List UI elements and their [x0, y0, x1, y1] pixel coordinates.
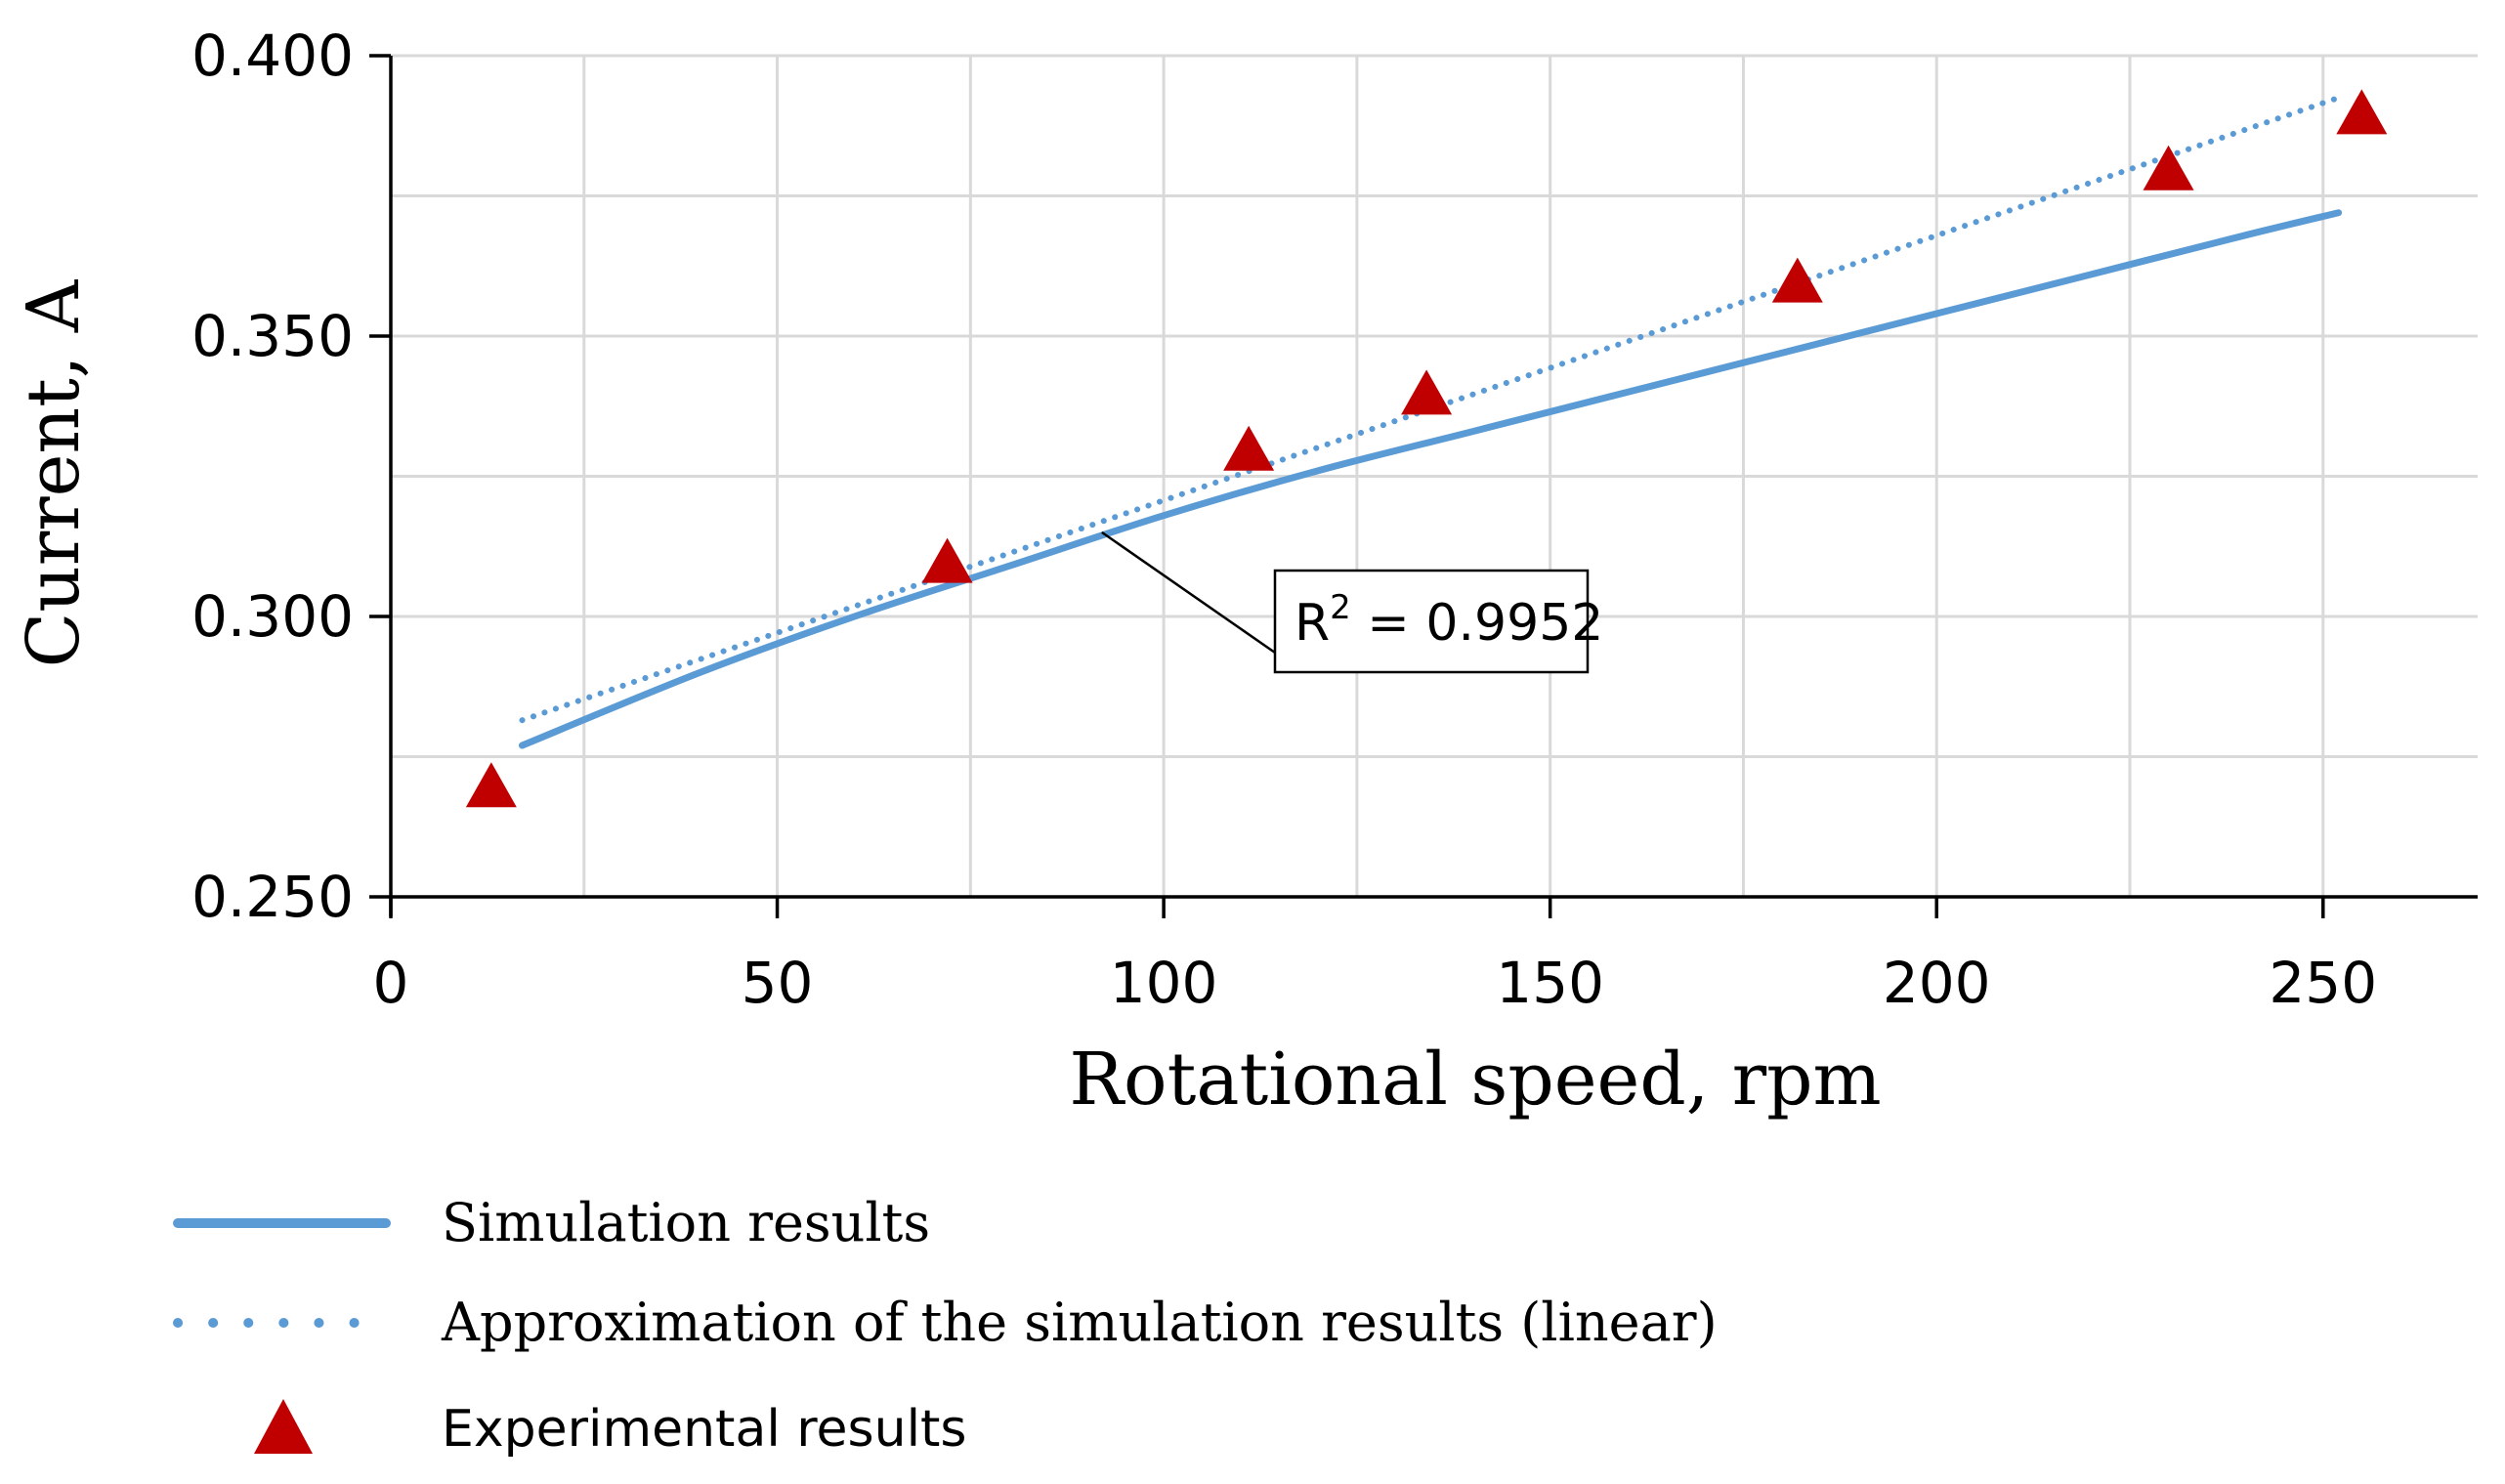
experimental-marker: [2143, 145, 2194, 191]
experimental-marker: [921, 537, 973, 583]
experimental-markers: [465, 89, 2388, 808]
x-tick-label: 150: [1496, 950, 1604, 1016]
legend-label-approximation: Approximation of the simulation results …: [441, 1292, 1718, 1353]
grid: [391, 54, 2478, 897]
experimental-marker: [2336, 89, 2388, 135]
annotation-box: [1273, 569, 1590, 674]
y-tick-labels: 0.250 0.300 0.350 0.400: [191, 22, 354, 930]
y-tick-label: 0.250: [191, 864, 354, 930]
legend: Simulation results Approximation of the …: [173, 1192, 1718, 1459]
r-squared-annotation: R2 = 0.9952: [1101, 530, 1603, 674]
y-tick-label: 0.400: [191, 22, 354, 89]
legend-label-experimental: Experimental results: [442, 1400, 967, 1459]
legend-label-simulation: Simulation results: [442, 1192, 930, 1253]
x-axis-title: Rotational speed, rpm: [1069, 1038, 1881, 1122]
y-tick-label: 0.300: [191, 583, 354, 650]
y-axis-title: Current, A: [12, 278, 96, 667]
axes: [369, 54, 2478, 918]
x-tick-label: 100: [1110, 950, 1218, 1016]
x-tick-label: 250: [2269, 950, 2377, 1016]
annotation-leader-line: [1101, 530, 1276, 655]
x-tick-label: 50: [742, 950, 814, 1016]
simulation-line: [518, 209, 2343, 749]
legend-marker-experimental: [254, 1399, 313, 1454]
experimental-marker: [465, 762, 517, 808]
x-tick-labels: 0 50 100 150 200 250: [373, 950, 2378, 1016]
x-tick-label: 200: [1883, 950, 1991, 1016]
y-tick-label: 0.350: [191, 303, 354, 369]
annotation-text: R2 = 0.9952: [1295, 588, 1603, 653]
experimental-marker: [1771, 257, 1823, 303]
experimental-marker: [1401, 369, 1453, 415]
experimental-marker: [1223, 425, 1275, 471]
x-tick-label: 0: [373, 950, 409, 1016]
